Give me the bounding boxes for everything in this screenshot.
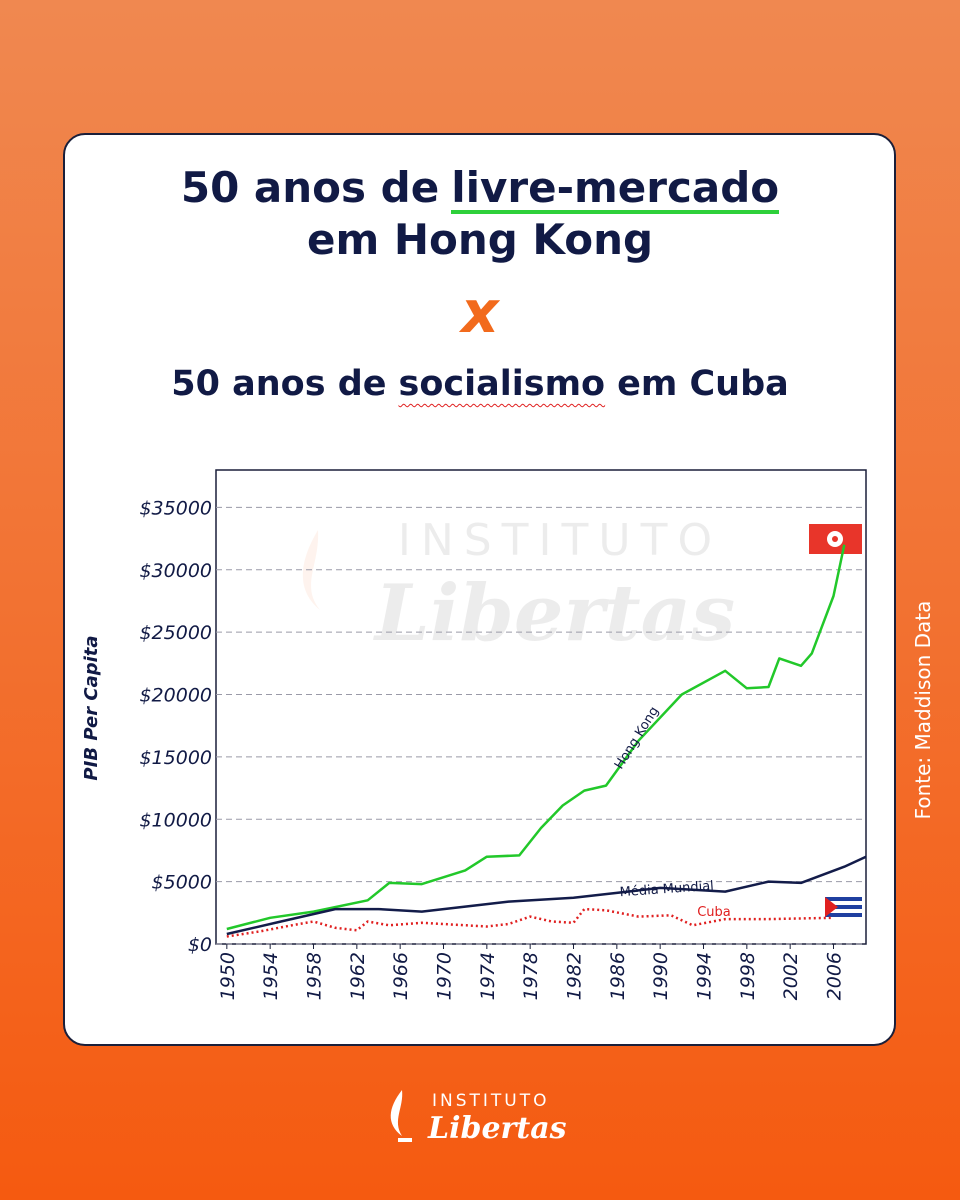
x-tick-label: 1954 [260, 952, 282, 1000]
x-tick-label: 1966 [390, 952, 412, 1000]
brand-top: INSTITUTO [432, 1091, 550, 1111]
y-tick-label: $10000 [139, 809, 212, 831]
series-line [226, 544, 846, 931]
x-tick-label: 1950 [217, 952, 239, 1000]
title-text: em Hong Kong [306, 215, 654, 264]
x-tick-label: 1990 [650, 952, 672, 1000]
y-axis-label: PIB Per Capita [81, 635, 102, 780]
separator: x [461, 278, 499, 346]
card [63, 133, 896, 1046]
series-line [226, 907, 834, 938]
x-tick-label: 1970 [434, 952, 456, 1000]
x-tick-label: 1982 [564, 952, 586, 1000]
brand-bottom: Libertas [427, 1111, 567, 1146]
y-tick-label: $15000 [139, 747, 212, 769]
title-1: 50 anos de livre-mercado em Hong Kong [0, 162, 960, 266]
x-tick-label: 2006 [824, 952, 846, 1000]
cuba-flag [825, 897, 862, 917]
series-label: Hong Kong [612, 704, 662, 772]
x-tick-label: 1962 [347, 952, 369, 1000]
x-tick-label: 1958 [304, 952, 326, 1000]
title-text: 50 anos de [171, 364, 387, 404]
y-tick-label: $20000 [139, 685, 212, 707]
title-2: 50 anos de socialismo em Cuba [0, 364, 960, 404]
y-tick-label: $35000 [139, 497, 212, 519]
x-tick-label: 1998 [737, 952, 759, 1000]
x-tick-label: 1974 [477, 952, 499, 1000]
title-text: 50 anos de [180, 163, 440, 212]
source: Fonte: Maddison Data [911, 601, 935, 820]
y-tick-label: $5000 [152, 872, 212, 894]
x-tick-label: 1994 [694, 952, 716, 1000]
series-line [226, 855, 867, 936]
x-tick-label: 1986 [607, 952, 629, 1000]
title-highlight: socialismo [398, 364, 606, 404]
watermark: INSTITUTO Libertas [302, 515, 735, 659]
y-tick-label: $0 [188, 934, 212, 956]
x-tick-label: 1978 [520, 952, 542, 1000]
series-label: Média Mundial [619, 879, 714, 901]
x-tick-label: 2002 [780, 952, 802, 1000]
hk-flag [809, 524, 862, 554]
footer-logo: INSTITUTO Libertas [390, 1090, 567, 1146]
y-tick-label: $30000 [139, 560, 212, 582]
series-label: Cuba [697, 905, 731, 920]
y-tick-label: $25000 [139, 622, 212, 644]
watermark-text: Libertas [373, 568, 735, 659]
watermark-text: INSTITUTO [398, 515, 722, 566]
logo-icon [390, 1090, 412, 1142]
title-highlight: livre-mercado [451, 163, 780, 214]
title-text: em Cuba [617, 364, 789, 404]
